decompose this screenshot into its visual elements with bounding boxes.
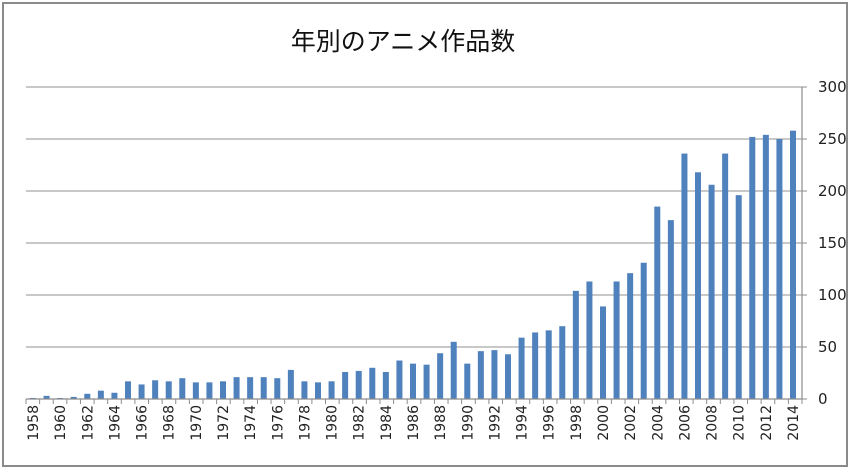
y-tick-label: 200 [818, 182, 847, 200]
bar-1997 [559, 326, 566, 399]
bar-2007 [695, 172, 701, 399]
bar-2014 [790, 130, 796, 399]
x-tick-label: 1980 [325, 405, 341, 441]
bar-1996 [545, 330, 552, 399]
bar-1999 [586, 281, 593, 399]
x-tick-label: 1962 [80, 405, 96, 441]
y-tick-label: 0 [818, 390, 828, 408]
bar-1971 [206, 382, 213, 399]
x-axis-labels: 1958 1960 1962 1964 1966 1968 1970 1972 1974 1976… [26, 405, 802, 441]
x-tick-label: 1982 [352, 405, 368, 441]
bars [30, 130, 796, 400]
bar-1970 [192, 382, 199, 399]
bar-2003 [640, 262, 647, 399]
x-tick-label: 1990 [460, 405, 476, 441]
bar-1965 [125, 381, 131, 399]
y-tick-label: 300 [818, 78, 847, 96]
x-tick-label: 1986 [406, 405, 422, 441]
bar-1959 [43, 395, 50, 399]
bar-1962 [84, 393, 91, 399]
x-tick-label: 1992 [487, 405, 503, 441]
bar-1977 [287, 369, 294, 399]
bar-1988 [437, 353, 444, 399]
bar-2006 [681, 153, 688, 399]
bar-2011 [749, 136, 756, 400]
bar-2013 [776, 139, 783, 399]
bar-1987 [423, 364, 430, 399]
bar-2004 [654, 206, 661, 399]
x-tick-label: 2004 [650, 405, 666, 441]
x-tick-label: 1978 [297, 405, 313, 441]
y-tick-label: 150 [818, 234, 847, 252]
chart-title: 年別のアニメ作品数 [290, 27, 516, 56]
bar-1982 [355, 370, 362, 399]
bar-1994 [518, 337, 525, 399]
bar-2000 [600, 306, 606, 399]
gridlines [26, 86, 807, 400]
bar-1973 [233, 377, 240, 399]
bar-1979 [315, 382, 321, 399]
x-tick-label: 1968 [162, 405, 178, 441]
bar-1998 [572, 290, 579, 399]
y-tick-label: 100 [818, 286, 847, 304]
x-tick-label: 1970 [189, 405, 205, 441]
bar-1967 [152, 380, 159, 399]
bar-2002 [627, 273, 634, 399]
bar-1990 [464, 363, 471, 399]
bar-1964 [111, 392, 118, 399]
bar-1986 [410, 363, 416, 399]
x-tick-label: 1984 [379, 405, 395, 441]
bar-1968 [165, 381, 172, 399]
x-tick-label: 1958 [26, 405, 42, 441]
x-tick-label: 2014 [786, 405, 802, 441]
bar-1992 [491, 350, 498, 399]
bar-1980 [328, 381, 335, 399]
bar-2010 [735, 195, 742, 399]
bar-2005 [667, 220, 674, 399]
x-tick-label: 1960 [53, 405, 69, 441]
bar-1969 [179, 378, 186, 399]
y-axis-labels: 0 50 100 150 200 250 300 [818, 78, 847, 408]
bar-1976 [274, 378, 281, 399]
bar-1993 [505, 354, 511, 399]
x-tick-label: 1994 [515, 405, 531, 441]
bar-1974 [247, 377, 254, 399]
bar-2009 [722, 153, 729, 399]
bar-2001 [613, 281, 620, 399]
bar-1989 [450, 341, 457, 399]
y-tick-label: 50 [818, 338, 837, 356]
bar-1991 [477, 351, 484, 399]
x-tick-label: 1976 [270, 405, 286, 441]
bar-2008 [708, 184, 715, 399]
x-tick-label: 1996 [542, 405, 558, 441]
bar-1963 [97, 390, 104, 399]
x-tick-label: 1998 [569, 405, 585, 441]
bar-1978 [301, 381, 308, 399]
bar-1983 [369, 367, 376, 399]
bar-1975 [260, 377, 267, 399]
x-tick-label: 1972 [216, 405, 232, 441]
bar-1995 [532, 332, 539, 399]
bar-1961 [70, 396, 77, 399]
bar-1981 [342, 371, 349, 399]
bar-1966 [138, 384, 145, 399]
bar-1984 [382, 371, 389, 399]
bar-1972 [220, 381, 226, 399]
x-tick-label: 1974 [243, 405, 259, 441]
x-tick-label: 1964 [107, 405, 123, 441]
x-tick-label: 2006 [677, 405, 693, 441]
bar-2012 [762, 134, 769, 399]
x-tick-label: 1966 [135, 405, 151, 441]
x-tick-label: 2008 [705, 405, 721, 441]
x-tick-label: 2000 [596, 405, 612, 441]
x-tick-label: 2002 [623, 405, 639, 441]
axes [25, 87, 803, 404]
x-tick-label: 2010 [732, 405, 748, 441]
bar-1985 [396, 360, 403, 399]
y-tick-label: 250 [818, 130, 847, 148]
x-tick-label: 2012 [759, 405, 775, 441]
x-tick-label: 1988 [433, 405, 449, 441]
